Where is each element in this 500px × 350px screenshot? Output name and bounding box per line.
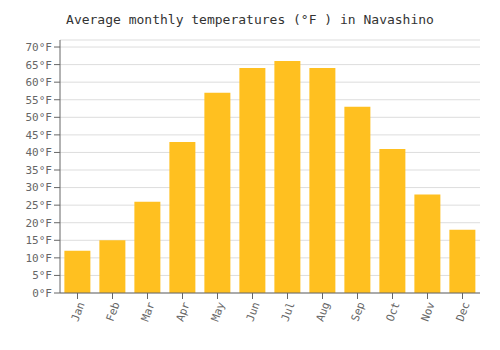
svg-text:Nov: Nov <box>419 300 438 323</box>
svg-text:Jan: Jan <box>69 300 88 323</box>
svg-text:30°F: 30°F <box>26 181 53 194</box>
svg-text:Sep: Sep <box>349 300 368 323</box>
svg-text:Apr: Apr <box>174 300 193 323</box>
svg-text:25°F: 25°F <box>26 199 53 212</box>
svg-text:May: May <box>209 300 228 323</box>
svg-text:50°F: 50°F <box>26 111 53 124</box>
svg-text:65°F: 65°F <box>26 59 53 72</box>
svg-text:Feb: Feb <box>104 300 123 323</box>
svg-text:40°F: 40°F <box>26 146 53 159</box>
svg-text:Jun: Jun <box>244 300 263 323</box>
svg-text:0°F: 0°F <box>32 287 52 300</box>
svg-text:35°F: 35°F <box>26 164 53 177</box>
svg-text:5°F: 5°F <box>32 269 52 282</box>
svg-text:Jul: Jul <box>279 300 298 323</box>
svg-text:20°F: 20°F <box>26 217 53 230</box>
svg-text:70°F: 70°F <box>26 41 53 54</box>
svg-text:15°F: 15°F <box>26 234 53 247</box>
svg-text:Mar: Mar <box>139 300 158 323</box>
svg-text:Dec: Dec <box>454 300 473 323</box>
svg-text:Oct: Oct <box>384 300 403 323</box>
svg-text:55°F: 55°F <box>26 94 53 107</box>
html-text:Average monthly temperatures (: Average monthly temperatures (°F ) in Na… <box>66 12 434 27</box>
svg-text:10°F: 10°F <box>26 252 53 265</box>
svg-text:Aug: Aug <box>314 300 333 323</box>
svg-text:45°F: 45°F <box>26 129 53 142</box>
svg-text:60°F: 60°F <box>26 76 53 89</box>
